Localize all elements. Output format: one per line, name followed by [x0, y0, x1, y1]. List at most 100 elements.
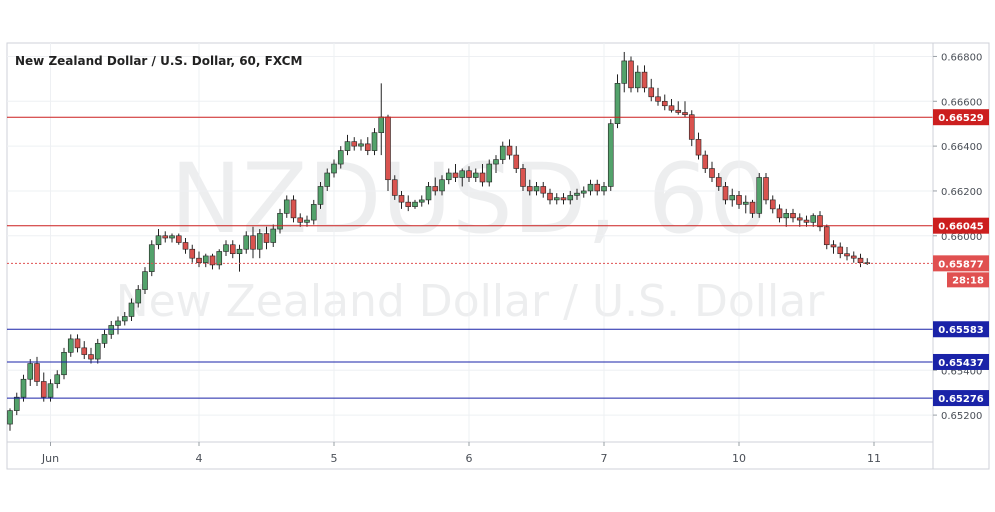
candle-body-up	[223, 244, 229, 252]
candle-body-up	[108, 325, 115, 335]
candle	[702, 150, 709, 174]
candle-body-down	[263, 233, 270, 243]
candle-body-down	[88, 354, 94, 360]
candle-body-up	[486, 163, 493, 183]
level-price-label: 0.66529	[938, 113, 984, 124]
candle	[337, 146, 344, 169]
candle	[634, 65, 641, 93]
candle-body-down	[391, 179, 398, 196]
level-price-tag	[933, 390, 989, 407]
candle	[850, 251, 857, 263]
candle-body-down	[81, 347, 88, 355]
candle	[67, 334, 74, 357]
candle	[513, 146, 520, 174]
candle-body-down	[182, 242, 189, 250]
candle	[344, 134, 351, 156]
candle-body-down	[803, 219, 810, 223]
candle-body-down	[695, 139, 702, 156]
candle-body-up	[216, 251, 223, 266]
candle	[324, 168, 331, 191]
candle-body-down	[736, 195, 742, 205]
candle-body-up	[574, 192, 580, 196]
candle-body-down	[628, 60, 634, 89]
chart-title: New Zealand Dollar / U.S. Dollar, 60, FX…	[15, 54, 302, 68]
current-price-label: 0.65877	[938, 259, 984, 270]
candle-body-up	[148, 244, 155, 272]
candle-body-up	[607, 123, 614, 187]
candle	[94, 338, 101, 364]
candle	[560, 193, 567, 205]
candle	[162, 231, 169, 243]
candle-body-down	[297, 217, 304, 223]
candle-body-down	[520, 168, 526, 187]
candle	[317, 181, 324, 209]
candle	[229, 240, 236, 259]
candle-body-down	[844, 253, 850, 257]
candle-body-up	[499, 145, 506, 160]
price-axis[interactable]: 0.66800 0.66600 0.66400 0.66200 0.66000 0.654…	[933, 52, 982, 422]
candle	[661, 94, 668, 111]
candle-body-up	[324, 172, 331, 187]
time-tick-label: 5	[331, 452, 338, 465]
candle	[472, 168, 479, 182]
time-tick-label: 11	[867, 452, 881, 465]
level-price-label: 0.65437	[938, 358, 984, 369]
candle	[256, 229, 263, 259]
candle-body-down	[405, 201, 412, 207]
candle	[628, 56, 634, 93]
candle	[675, 101, 682, 115]
candle-body-down	[790, 213, 796, 219]
candle-body-down	[641, 71, 648, 89]
candle-body-up	[439, 179, 445, 192]
candle	[385, 114, 391, 191]
price-tick-label: 0.65400	[941, 366, 982, 377]
candle	[520, 164, 526, 191]
candle	[20, 374, 27, 402]
candle	[216, 249, 223, 270]
candle-body-up	[331, 163, 337, 174]
candle-body-up	[634, 71, 641, 89]
candle-body-up	[202, 255, 209, 263]
candle-body-down	[513, 154, 520, 169]
candle	[202, 253, 209, 268]
candle	[459, 168, 466, 187]
level-price-labels: 0.66529 0.66045 0.65583 0.65437 0.65276 0.658…	[933, 109, 989, 407]
candle-body-up	[337, 150, 344, 165]
candle	[189, 244, 196, 263]
level-price-tag	[933, 353, 989, 370]
candle-body-up	[256, 233, 263, 250]
candle	[479, 164, 486, 187]
level-price-label: 0.66045	[938, 222, 984, 233]
candle	[763, 173, 769, 205]
candle-body-down	[776, 208, 783, 219]
candle	[452, 164, 459, 182]
candle	[506, 139, 513, 160]
candle	[486, 159, 493, 187]
candle-body-up	[580, 190, 587, 194]
grid	[7, 43, 933, 442]
candle	[648, 78, 655, 102]
candle	[574, 188, 580, 200]
candle	[783, 208, 790, 227]
candle	[405, 195, 412, 212]
candle-body-down	[526, 186, 533, 192]
candle-body-down	[594, 183, 601, 192]
candle-body-up	[54, 374, 61, 385]
watermark: NZDUSD, 60 New Zealand Dollar / U.S. Dol…	[116, 143, 826, 327]
candle	[391, 175, 398, 200]
time-axis[interactable]: Jun 4 5 6 7 10 11	[41, 442, 881, 465]
candle	[304, 215, 310, 227]
candle	[182, 238, 189, 254]
candle	[297, 213, 304, 227]
candle-body-down	[398, 195, 405, 203]
price-tick-label: 0.66400	[941, 142, 982, 153]
candle	[364, 137, 371, 156]
candle	[121, 311, 128, 326]
candle	[668, 99, 675, 113]
candle-body-up	[61, 352, 67, 376]
candle-body-up	[729, 195, 736, 201]
candle-body-down	[189, 248, 196, 259]
candle-body-down	[74, 338, 81, 349]
candle	[155, 229, 162, 250]
candle-body-down	[817, 215, 823, 228]
